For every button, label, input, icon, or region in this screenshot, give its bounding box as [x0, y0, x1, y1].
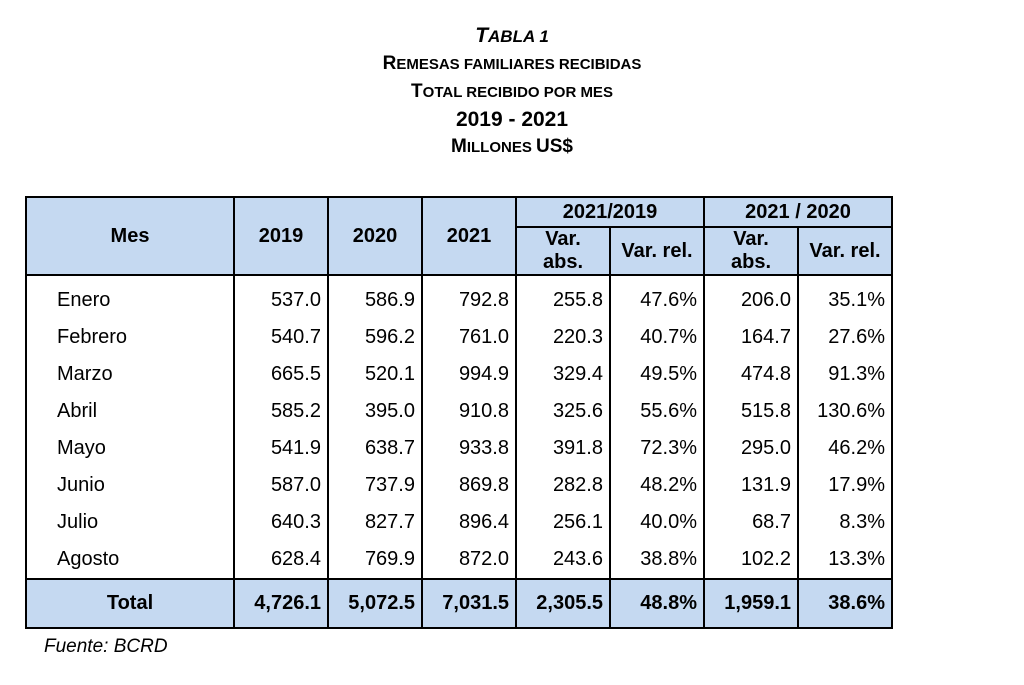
header-mes: Mes: [25, 196, 235, 276]
cell-month: Abril: [25, 393, 235, 430]
cell-var-rel-2019: 72.3%: [609, 430, 705, 467]
cell-value-2019: 585.2: [233, 393, 329, 430]
cell-var-abs-2020: 206.0: [703, 275, 799, 319]
cell-value-2021: 910.8: [421, 393, 517, 430]
total-var-abs-2020: 1,959.1: [703, 578, 799, 629]
total-2020: 5,072.5: [327, 578, 423, 629]
source-note: Fuente: BCRD: [44, 636, 168, 657]
cell-var-rel-2019: 49.5%: [609, 356, 705, 393]
cell-var-abs-2019: 243.6: [515, 541, 611, 579]
cell-month: Enero: [25, 275, 235, 319]
cell-var-abs-2019: 329.4: [515, 356, 611, 393]
cell-var-rel-2020: 46.2%: [797, 430, 893, 467]
cell-var-abs-2020: 295.0: [703, 430, 799, 467]
header-2021: 2021: [421, 196, 517, 276]
cell-var-abs-2019: 255.8: [515, 275, 611, 319]
cell-month: Agosto: [25, 541, 235, 579]
cell-month: Mayo: [25, 430, 235, 467]
table-row: Junio 587.0 737.9 869.8 282.8 48.2% 131.9 17.9%: [25, 467, 893, 504]
cell-month: Febrero: [25, 319, 235, 356]
total-var-rel-2019: 48.8%: [609, 578, 705, 629]
cell-value-2019: 640.3: [233, 504, 329, 541]
cell-month: Marzo: [25, 356, 235, 393]
cell-var-abs-2020: 102.2: [703, 541, 799, 579]
table-label: TABLA 1: [475, 24, 549, 47]
cell-month: Julio: [25, 504, 235, 541]
cell-var-abs-2019: 256.1: [515, 504, 611, 541]
cell-var-abs-2019: 282.8: [515, 467, 611, 504]
header-var-rel-2020: Var. rel.: [797, 226, 893, 276]
cell-value-2021: 872.0: [421, 541, 517, 579]
header-var-rel-2019: Var. rel.: [609, 226, 705, 276]
cell-value-2021: 869.8: [421, 467, 517, 504]
table-row: Marzo 665.5 520.1 994.9 329.4 49.5% 474.8 91.3%: [25, 356, 893, 393]
cell-value-2020: 520.1: [327, 356, 423, 393]
cell-value-2019: 665.5: [233, 356, 329, 393]
table-row: Mayo 541.9 638.7 933.8 391.8 72.3% 295.0 46.2%: [25, 430, 893, 467]
cell-var-rel-2019: 38.8%: [609, 541, 705, 579]
table-row: Abril 585.2 395.0 910.8 325.6 55.6% 515.8 130.6…: [25, 393, 893, 430]
total-label: Total: [25, 578, 235, 629]
cell-var-abs-2020: 164.7: [703, 319, 799, 356]
cell-value-2020: 737.9: [327, 467, 423, 504]
cell-value-2020: 586.9: [327, 275, 423, 319]
total-var-abs-2019: 2,305.5: [515, 578, 611, 629]
header-var-abs-2020: Var. abs.: [703, 226, 799, 276]
cell-var-rel-2020: 8.3%: [797, 504, 893, 541]
cell-value-2021: 761.0: [421, 319, 517, 356]
cell-var-rel-2019: 47.6%: [609, 275, 705, 319]
cell-value-2020: 395.0: [327, 393, 423, 430]
cell-value-2019: 587.0: [233, 467, 329, 504]
cell-value-2019: 540.7: [233, 319, 329, 356]
cell-var-rel-2019: 40.7%: [609, 319, 705, 356]
cell-value-2020: 596.2: [327, 319, 423, 356]
cell-var-rel-2020: 91.3%: [797, 356, 893, 393]
title-line-3: 2019 - 2021: [455, 108, 569, 131]
cell-var-abs-2019: 325.6: [515, 393, 611, 430]
cell-var-abs-2019: 220.3: [515, 319, 611, 356]
cell-value-2020: 769.9: [327, 541, 423, 579]
cell-var-rel-2020: 35.1%: [797, 275, 893, 319]
total-2021: 7,031.5: [421, 578, 517, 629]
cell-var-rel-2020: 17.9%: [797, 467, 893, 504]
cell-var-rel-2019: 40.0%: [609, 504, 705, 541]
table-row: Julio 640.3 827.7 896.4 256.1 40.0% 68.7 8.3%: [25, 504, 893, 541]
cell-var-abs-2019: 391.8: [515, 430, 611, 467]
cell-month: Junio: [25, 467, 235, 504]
remittances-table: Mes 2019 2020 2021 2021/2019 2021 / 2020…: [25, 196, 893, 629]
cell-value-2019: 541.9: [233, 430, 329, 467]
total-var-rel-2020: 38.6%: [797, 578, 893, 629]
cell-value-2020: 638.7: [327, 430, 423, 467]
cell-var-abs-2020: 131.9: [703, 467, 799, 504]
title-line-4: MILLONES US$: [451, 136, 573, 157]
table-row: Agosto 628.4 769.9 872.0 243.6 38.8% 102.2 13.3…: [25, 541, 893, 579]
cell-var-rel-2019: 48.2%: [609, 467, 705, 504]
cell-var-abs-2020: 68.7: [703, 504, 799, 541]
cell-value-2021: 994.9: [421, 356, 517, 393]
header-2019: 2019: [233, 196, 329, 276]
total-row: Total 4,726.1 5,072.5 7,031.5 2,305.5 48…: [25, 578, 893, 629]
cell-value-2021: 933.8: [421, 430, 517, 467]
title-line-2: TOTAL RECIBIDO POR MES: [411, 81, 613, 102]
cell-value-2020: 827.7: [327, 504, 423, 541]
title-line-1: REMESAS FAMILIARES RECIBIDAS: [382, 53, 642, 74]
cell-var-abs-2020: 515.8: [703, 393, 799, 430]
cell-value-2021: 896.4: [421, 504, 517, 541]
header-2020: 2020: [327, 196, 423, 276]
cell-var-rel-2019: 55.6%: [609, 393, 705, 430]
cell-value-2021: 792.8: [421, 275, 517, 319]
table-row: Enero 537.0 586.9 792.8 255.8 47.6% 206.0 35.1%: [25, 275, 893, 319]
cell-var-rel-2020: 130.6%: [797, 393, 893, 430]
table-title-block: TABLA 1 REMESAS FAMILIARES RECIBIDAS TOT…: [0, 22, 1024, 161]
cell-var-rel-2020: 13.3%: [797, 541, 893, 579]
table-row: Febrero 540.7 596.2 761.0 220.3 40.7% 164.7 27.…: [25, 319, 893, 356]
cell-value-2019: 537.0: [233, 275, 329, 319]
header-group-2021-2020: 2021 / 2020: [703, 196, 893, 228]
total-2019: 4,726.1: [233, 578, 329, 629]
cell-var-abs-2020: 474.8: [703, 356, 799, 393]
header-group-2021-2019: 2021/2019: [515, 196, 705, 228]
cell-var-rel-2020: 27.6%: [797, 319, 893, 356]
header-var-abs-2019: Var. abs.: [515, 226, 611, 276]
cell-value-2019: 628.4: [233, 541, 329, 579]
